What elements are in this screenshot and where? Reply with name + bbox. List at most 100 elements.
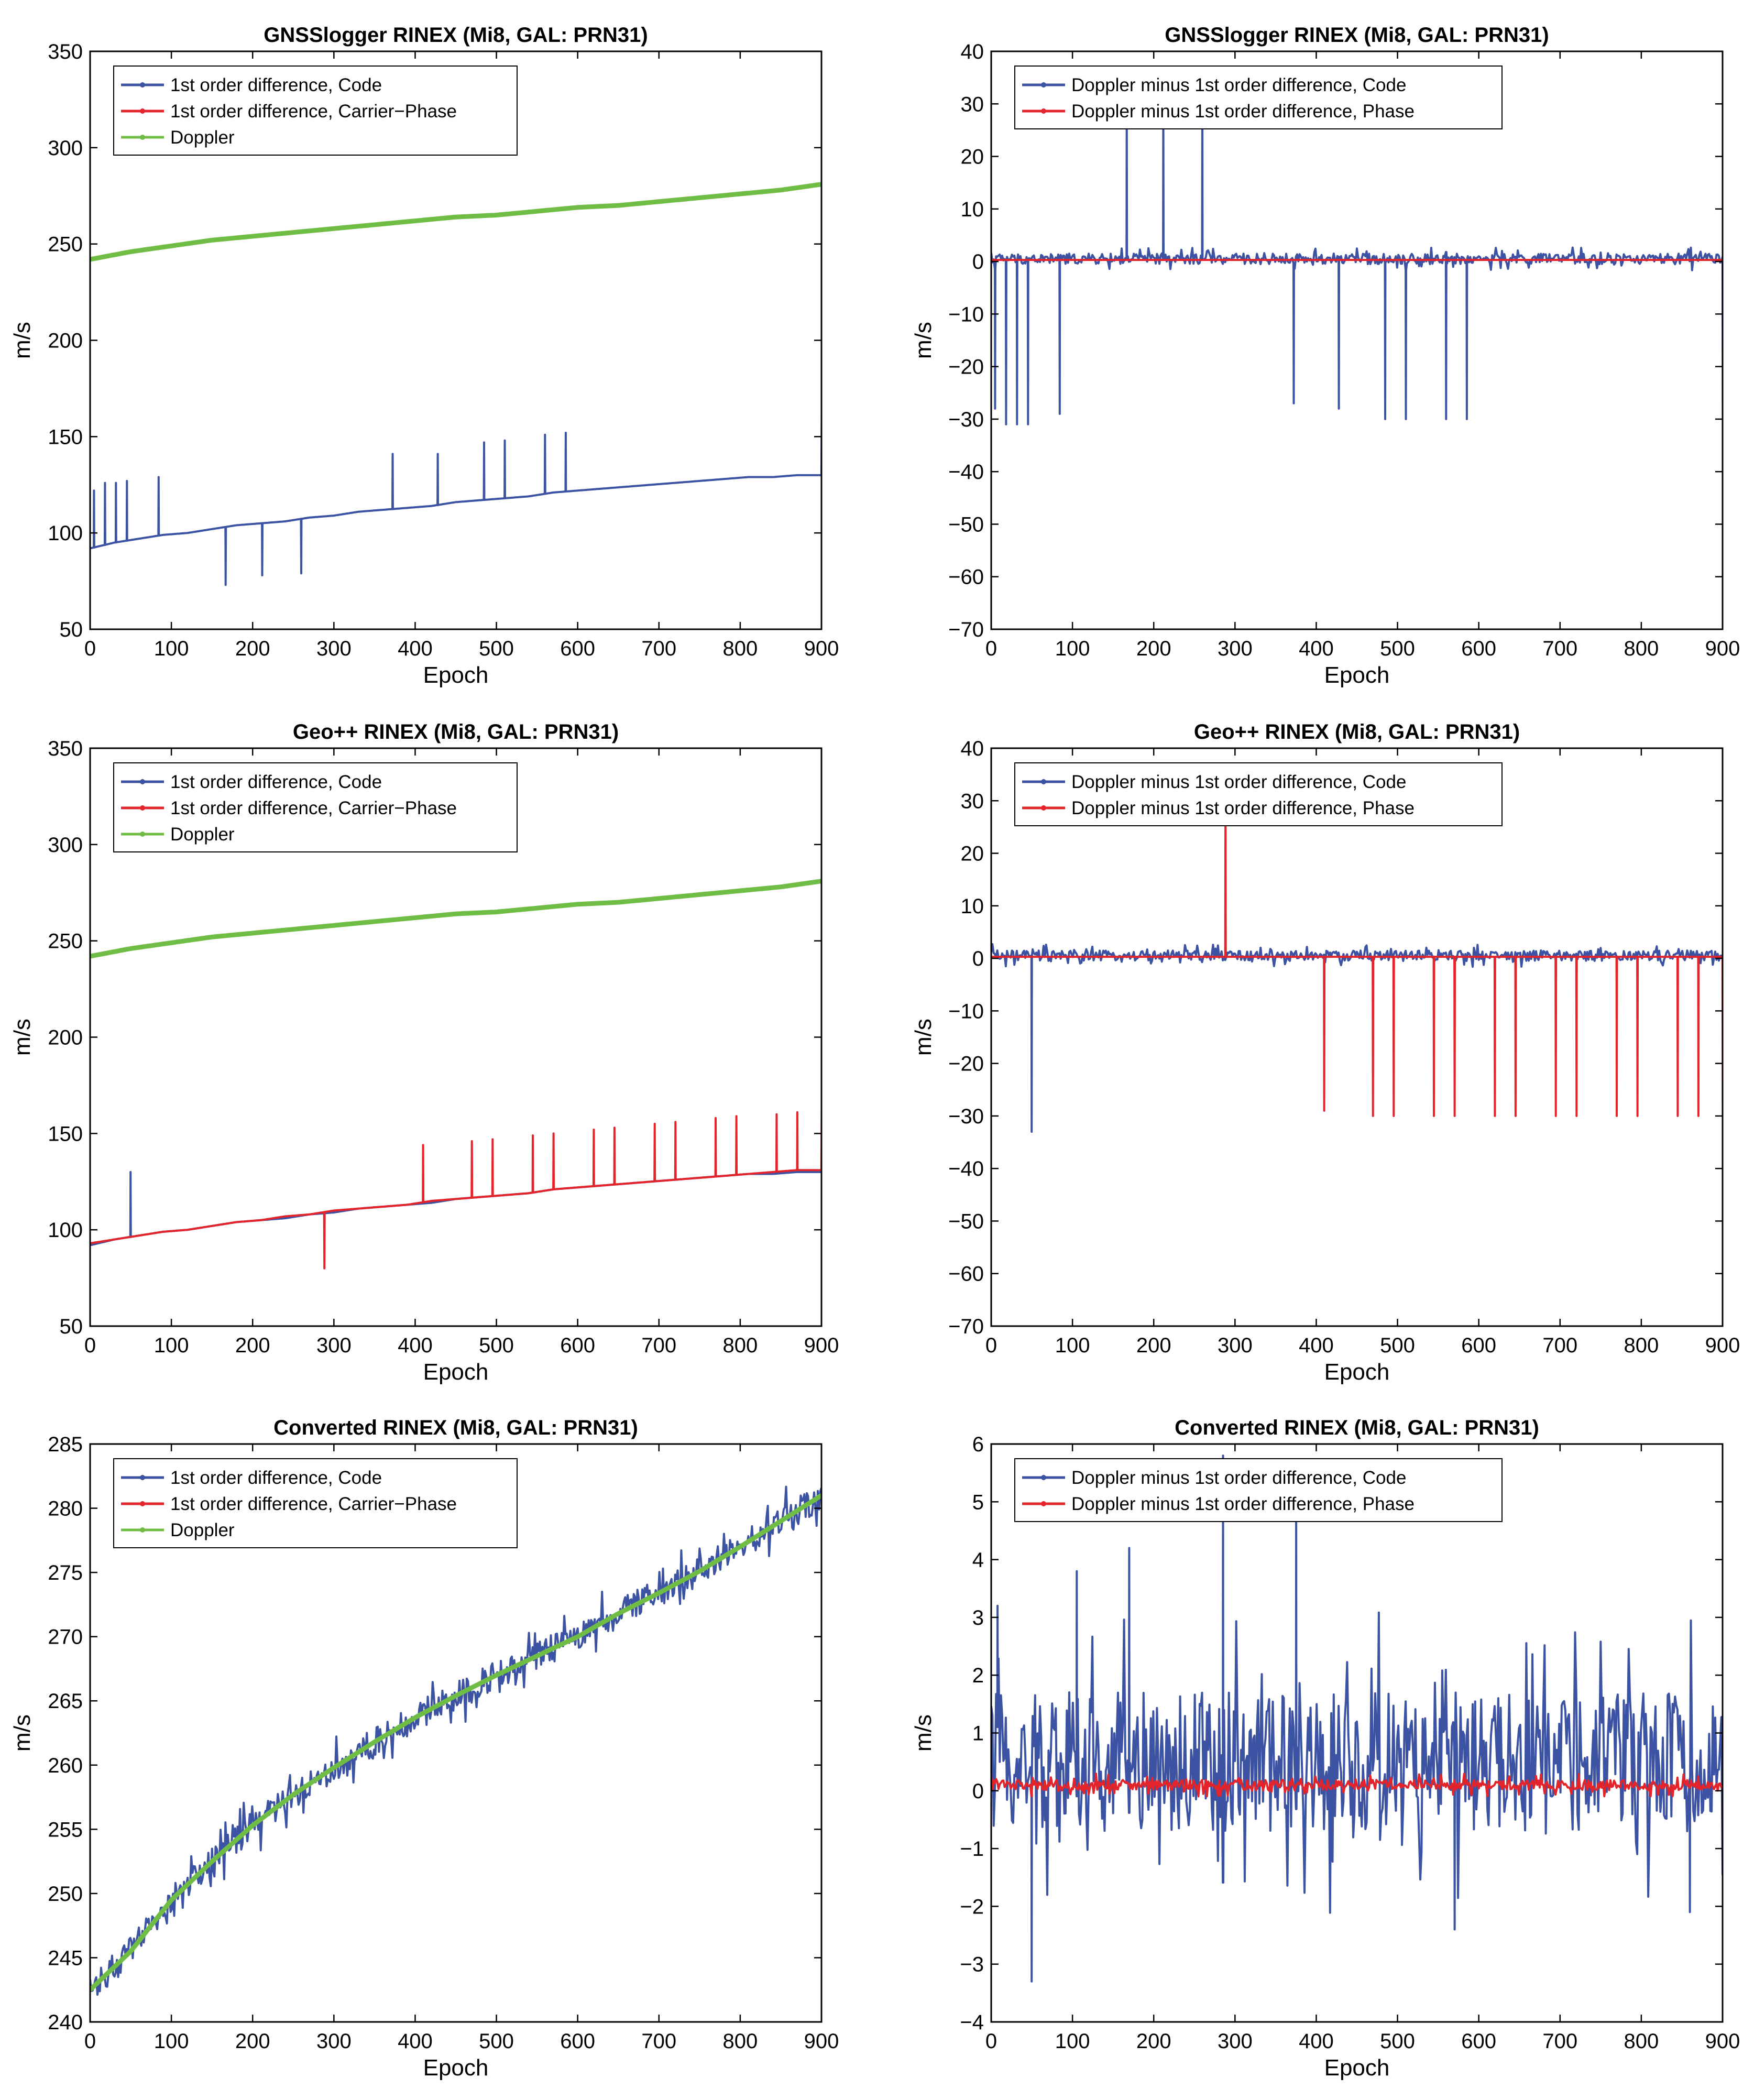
chart-title: Geo++ RINEX (Mi8, GAL: PRN31) [293,720,619,743]
legend-marker [1041,108,1046,114]
x-tick-label: 0 [985,1334,997,1357]
y-tick-label: 2 [972,1664,984,1687]
legend-box [1014,1458,1503,1522]
y-tick-label: −20 [948,356,984,379]
legend-marker [1041,82,1046,88]
x-tick-label: 500 [1380,637,1415,660]
chart-panel-geopp-velocity: 0 100 200 300 400 500 600 700 800 900 50 100 150 200 2… [9,720,839,1385]
plot-area [991,748,1723,1326]
legend-entry: 1st order difference, Carrier−Phase [170,798,457,818]
legend-entry: Doppler [170,127,235,148]
chart-panel-converted-velocity: 0 100 200 300 400 500 600 700 800 900 240 245 250 255… [9,1416,839,2081]
x-tick-label: 800 [1624,1334,1659,1357]
series-group [991,1454,1723,1983]
x-tick-label: 300 [1218,2030,1253,2053]
y-tick-label: −2 [960,1895,984,1918]
x-tick-label: 400 [398,1334,433,1357]
y-tick-label: −50 [948,1210,984,1233]
y-tick-label: 6 [972,1433,984,1456]
legend-marker [140,805,145,811]
x-tick-label: 700 [641,637,676,660]
chart-title: GNSSlogger RINEX (Mi8, GAL: PRN31) [1165,24,1549,47]
x-tick-label: 200 [1136,637,1171,660]
x-tick-label: 900 [804,637,839,660]
y-tick-label: 250 [48,930,83,953]
y-tick-label: −40 [948,461,984,484]
y-tick-label: 50 [60,618,83,641]
chart-panel-gnsslogger-velocity: 0 100 200 300 400 500 600 700 800 900 50 100 150 200 2… [9,24,839,688]
y-tick-label: 100 [48,1219,83,1242]
y-tick-label: 4 [972,1549,984,1572]
y-tick-label: 3 [972,1606,984,1629]
x-tick-label: 0 [84,2030,96,2053]
y-tick-label: 50 [60,1315,83,1338]
y-axis-label: m/s [911,1019,936,1056]
y-tick-label: 300 [48,834,83,857]
y-tick-label: 240 [48,2011,83,2034]
x-tick-label: 600 [1461,1334,1496,1357]
x-tick-label: 400 [1299,2030,1334,2053]
legend-entry: 1st order difference, Code [170,772,382,792]
y-axis-label: m/s [9,322,35,359]
series-doppler-minus-1st-order-difference-phase [991,1773,1723,1798]
x-tick-label: 100 [1055,2030,1090,2053]
legend-marker [1041,1475,1046,1480]
x-tick-label: 0 [985,637,997,660]
x-tick-label: 100 [1055,637,1090,660]
y-axis-label: m/s [9,1714,35,1752]
y-tick-label: 265 [48,1690,83,1713]
x-tick-label: 700 [1542,2030,1577,2053]
y-axis-label: m/s [9,1019,35,1056]
y-tick-label: 250 [48,233,83,256]
y-axis-label: m/s [911,1714,936,1752]
series-doppler [90,182,821,262]
x-tick-label: 600 [1461,637,1496,660]
x-tick-label: 900 [1705,637,1740,660]
y-tick-label: 275 [48,1561,83,1584]
x-tick-label: 800 [1624,637,1659,660]
x-axis-label: Epoch [423,662,489,688]
y-tick-label: 1 [972,1722,984,1745]
y-tick-label: 285 [48,1433,83,1456]
series-doppler [90,1493,821,1992]
series-group [991,800,1723,1133]
y-tick-label: 200 [48,330,83,353]
axes-frame [990,747,1724,1327]
x-tick-label: 100 [154,1334,189,1357]
y-tick-label: −3 [960,1953,984,1976]
y-tick-label: −10 [948,1000,984,1023]
x-tick-label: 100 [154,2030,189,2053]
x-tick-label: 800 [723,637,758,660]
y-tick-label: −30 [948,1105,984,1128]
x-axis-label: Epoch [423,2055,489,2081]
y-tick-label: 0 [972,1780,984,1803]
y-tick-label: 150 [48,1122,83,1145]
series-1st-order-difference-code [90,1485,821,1996]
x-tick-label: 800 [723,1334,758,1357]
legend-marker [140,135,145,140]
chart-panel-gnsslogger-residual: 0 100 200 300 400 500 600 700 800 900−70−60−50−40… [911,24,1740,688]
x-tick-label: 100 [154,637,189,660]
legend-marker [1041,805,1046,811]
x-tick-label: 0 [985,2030,997,2053]
chart-panel-converted-residual: 0 100 200 300 400 500 600 700 800 900 −4 −3 −2 −1 0 1 2 3… [911,1416,1740,2081]
x-tick-label: 200 [235,637,270,660]
axes-frame [990,50,1724,630]
y-tick-label: −30 [948,408,984,431]
y-tick-label: 270 [48,1626,83,1649]
series-doppler [90,879,821,959]
x-tick-label: 900 [804,2030,839,2053]
x-tick-label: 300 [316,2030,352,2053]
x-tick-label: 800 [723,2030,758,2053]
series-doppler-minus-1st-order-difference-code [991,103,1723,425]
x-tick-label: 0 [84,1334,96,1357]
x-tick-label: 200 [1136,2030,1171,2053]
x-tick-label: 400 [1299,637,1334,660]
series-group [90,879,821,1270]
y-tick-label: 20 [961,146,984,169]
x-tick-label: 400 [398,2030,433,2053]
legend-box [1014,65,1503,129]
y-tick-label: −10 [948,303,984,326]
series-doppler-minus-1st-order-difference-phase [991,800,1723,1117]
x-tick-label: 500 [1380,1334,1415,1357]
